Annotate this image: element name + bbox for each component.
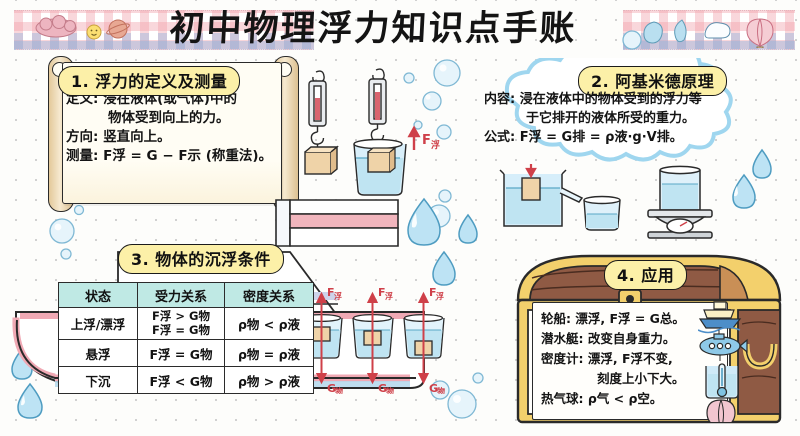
down-arrow-icon [525,164,537,179]
table-header-state: 状态 [58,282,138,308]
row-1-force: F浮 = G物 [137,339,225,367]
section2-row-0-key: 内容: [484,92,516,107]
section1-body: 定义: 浸在液体(或气体)中的 物体受到向上的力。 方向: 竖直向上。 测量: … [66,90,278,166]
washi-stickers-right [643,18,774,48]
section4-row-balloon: 热气球: ρ气 < ρ空。 [541,389,729,409]
block-icon [521,177,541,201]
section4-row-0-key: 轮船: [541,311,571,326]
svg-text:F: F [327,286,335,299]
section4-row-hydrometer: 密度计: 漂浮, F浮不变, 刻度上小下大。 [541,349,729,389]
svg-text:G: G [429,382,438,394]
section4-label: 4. 应用 [604,260,688,290]
section1-row-1-value: 竖直向上。 [103,129,171,145]
svg-text:G: G [378,382,387,394]
ship-icon [698,301,742,334]
row-0-force-b: F浮 = G物 [152,322,210,337]
section3-label-pill: 3. 物体的沉浮条件 [118,244,284,274]
section4-row-2-value2: 刻度上小下大。 [597,371,685,386]
section1-row-0-value2: 物体受到向上的力。 [108,110,230,126]
row-0-force-a: F浮 > G物 [152,309,210,323]
table-header-force: 受力关系 [137,282,225,308]
section4-row-1-key: 潜水艇: [541,331,584,346]
section2-body: 内容: 浸在液体中的物体受到的浮力等 于它排开的液体所受的重力。 公式: F浮 … [484,90,768,147]
section2-row-1-value: F浮 = G排 = ρ液·g·V排。 [519,130,683,145]
section4-label-pill: 4. 应用 [604,260,688,290]
row-0-state: 上浮/漂浮 [58,307,138,340]
section2-cloud: 2. 阿基米德原理 内容: 浸在液体中的物体受到的浮力等 于它排开的液体所受的重… [466,58,776,170]
svg-text:F: F [429,286,437,299]
section3-label: 3. 物体的沉浮条件 [118,244,284,274]
section4-row-submarine: 潜水艇: 改变自身重力。 [541,329,729,349]
section4-row-0-value: 漂浮, F浮 = G总。 [575,311,685,326]
section4-row-1-value: 改变自身重力。 [587,331,676,346]
small-beaker-icon [583,195,621,231]
overflow-can-icon [499,169,584,227]
section1-row-2-key: 测量: [66,148,99,164]
row-2-density: ρ物 > ρ液 [224,366,314,394]
table-header-density: 密度关系 [224,282,314,308]
section1-row-measure: 测量: F浮 = G − F示 (称重法)。 [66,147,278,166]
section2-row-content: 内容: 浸在液体中的物体受到的浮力等 于它排开的液体所受的重力。 [484,90,768,128]
section1-row-1-key: 方向: [66,129,99,145]
row-1-density: ρ物 = ρ液 [224,339,314,367]
section1-scroll [40,56,299,212]
section2-row-formula: 公式: F浮 = G排 = ρ液·g·V排。 [484,128,768,147]
section4-row-ship: 轮船: 漂浮, F浮 = G总。 [541,309,729,329]
water-droplet-icon [11,148,772,419]
svg-text:F: F [378,286,386,299]
section2-label-pill: 2. 阿基米德原理 [578,66,728,96]
hot-air-balloon-icon [706,399,736,422]
balance-scale-icon [647,165,713,239]
hydrometer-icon [705,363,739,399]
section1-row-2-value: F浮 = G − F示 (称重法)。 [103,148,273,164]
table-header-row: 状态 受力关系 密度关系 [58,282,314,308]
section2-row-0-value2: 于它排开的液体所受的重力。 [526,111,696,126]
svg-text:浮: 浮 [436,291,444,301]
svg-text:物: 物 [386,386,394,394]
table-row: 上浮/漂浮 F浮 > G物 F浮 = G物 ρ物 < ρ液 [58,307,314,340]
section1-row-direction: 方向: 竖直向上。 [66,128,278,147]
row-1-state: 悬浮 [58,339,138,367]
spring-scale-icon-2 [368,68,387,161]
row-2-force: F浮 < G物 [137,366,225,394]
section4-row-3-value: ρ气 < ρ空。 [587,391,663,406]
svg-text:浮: 浮 [334,291,342,301]
svg-text:浮: 浮 [385,291,393,301]
washi-stickers-left [35,15,130,40]
section1-label: 1. 浮力的定义及测量 [58,66,241,96]
svg-text:G: G [327,382,336,394]
section4-row-2-value: 漂浮, F浮不变, [587,351,673,366]
section3-beaker-diagrams: F 浮 G 物 F 浮 G 物 F [301,286,445,394]
table-row: 悬浮 F浮 = G物 ρ物 = ρ液 [58,339,314,367]
section4-panel: 轮船: 漂浮, F浮 = G总。 潜水艇: 改变自身重力。 密度计: 漂浮, F… [532,302,728,420]
section2-illustration [499,164,713,239]
sink-float-conditions-table: 状态 受力关系 密度关系 上浮/漂浮 F浮 > G物 F浮 = G物 ρ物 < … [58,282,314,394]
table-row: 下沉 F浮 < G物 ρ物 > ρ液 [58,366,314,394]
spring-scale-icon [304,70,339,175]
section1-label-pill: 1. 浮力的定义及测量 [58,66,241,96]
section2-label: 2. 阿基米德原理 [578,66,728,96]
section2-row-1-key: 公式: [484,130,516,145]
section4-icons [698,301,748,422]
force-arrow-up [407,125,421,150]
row-0-force: F浮 > G物 F浮 = G物 [137,307,225,340]
svg-text:浮: 浮 [431,139,440,151]
hot-air-balloon-icon [746,18,774,48]
force-label-f-fu: F [422,133,431,148]
svg-text:物: 物 [437,386,445,394]
section4-row-2-key: 密度计: [541,351,584,366]
section4-body: 轮船: 漂浮, F浮 = G总。 潜水艇: 改变自身重力。 密度计: 漂浮, F… [541,309,729,409]
svg-text:物: 物 [335,386,343,394]
section1-illustration: F 浮 [304,68,440,196]
section4-row-3-key: 热气球: [541,391,584,406]
row-0-density: ρ物 < ρ液 [224,307,314,340]
section2-row-0-value: 浸在液体中的物体受到的浮力等 [519,92,702,107]
submarine-icon [699,330,748,361]
row-2-state: 下沉 [58,366,138,394]
